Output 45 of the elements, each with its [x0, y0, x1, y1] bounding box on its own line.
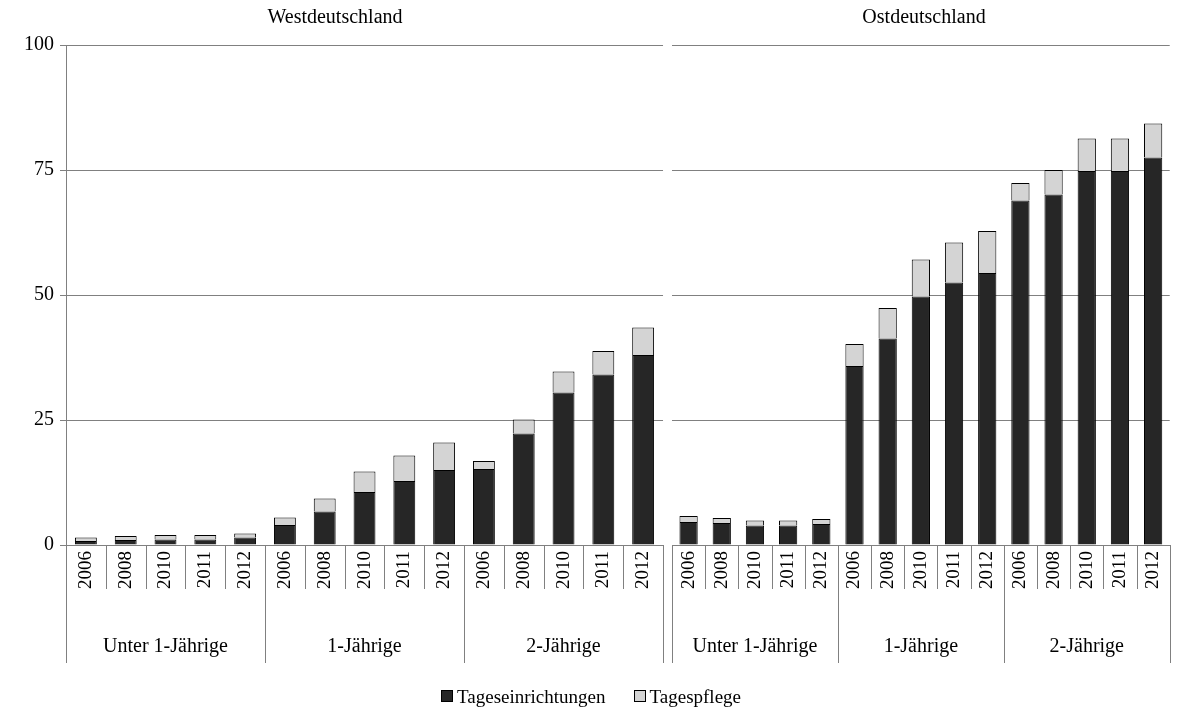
x-tick-label: 2008 [1041, 551, 1063, 589]
x-tick-label: 2006 [272, 551, 294, 589]
x-tick-label: 2012 [233, 551, 255, 589]
x-tick-label: 2012 [809, 551, 831, 589]
x-tick-label: 2010 [352, 551, 374, 589]
text: 1-Jährige [327, 634, 402, 658]
y-tick-label: 100 [24, 32, 54, 55]
x-tick-label: 2011 [193, 551, 215, 589]
x-tick-label: 2012 [975, 551, 997, 589]
x-tick-label: 2008 [511, 551, 533, 589]
x-tick-label: 2006 [1008, 551, 1030, 589]
text: Unter 1-Jährige [103, 634, 229, 658]
text: 2-Jährige [526, 634, 601, 658]
x-tick-label: 2010 [551, 551, 573, 589]
y-tick-label: 25 [34, 407, 54, 430]
x-tick-label: 2006 [471, 551, 493, 589]
x-tick-label: 2008 [875, 551, 897, 589]
y-tick-label: 0 [44, 532, 54, 555]
x-tick-label: 2011 [1107, 551, 1129, 589]
x-tick-label: 2010 [908, 551, 930, 589]
x-tick-label: 2008 [113, 551, 135, 589]
chart-title: Ostdeutschland [862, 5, 986, 28]
x-tick-label: 2012 [432, 551, 454, 589]
x-tick-label: 2011 [942, 551, 964, 589]
x-tick-label: 2010 [742, 551, 764, 589]
x-tick-label: 2011 [776, 551, 798, 589]
legend-label: Tagespflege [648, 686, 742, 707]
y-tick-label: 50 [34, 282, 54, 305]
x-tick-label: 2006 [676, 551, 698, 589]
x-tick-label: 2012 [1141, 551, 1163, 589]
x-tick-label: 2012 [631, 551, 653, 589]
x-tick-label: 2011 [591, 551, 613, 589]
x-tick-label: 2011 [392, 551, 414, 589]
x-tick-label: 2010 [1074, 551, 1096, 589]
chart-title: Westdeutschland [267, 5, 403, 28]
x-tick-label: 2010 [153, 551, 175, 589]
x-tick-label: 2008 [312, 551, 334, 589]
text: 2-Jährige [1049, 634, 1125, 658]
text: Unter 1-Jährige [692, 634, 818, 658]
x-tick-label: 2006 [842, 551, 864, 589]
x-tick-label: 2006 [73, 551, 95, 589]
legend-label: Tageseinrichtungen [456, 686, 606, 707]
x-tick-label: 2008 [709, 551, 731, 589]
y-tick-label: 75 [34, 157, 54, 180]
text: 1-Jährige [883, 634, 959, 658]
